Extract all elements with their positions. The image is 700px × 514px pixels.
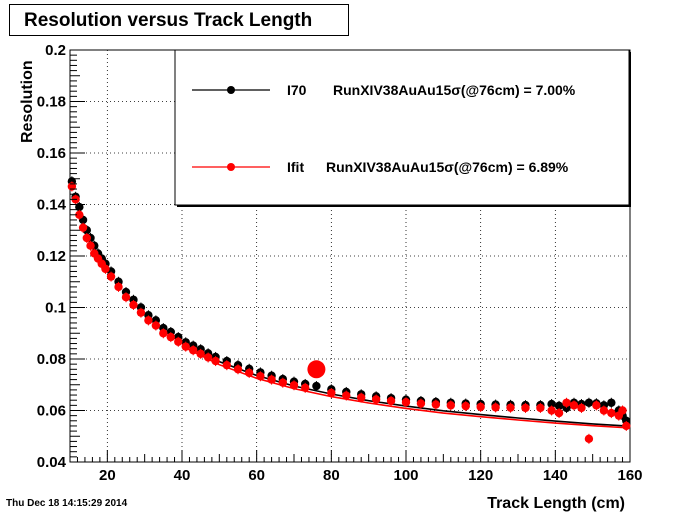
ifit-point bbox=[536, 403, 545, 413]
ifit-point bbox=[86, 241, 95, 250]
ifit-point bbox=[114, 282, 123, 292]
ifit-point bbox=[554, 408, 564, 418]
y-tick-label: 0.04 bbox=[37, 454, 67, 471]
ifit-point bbox=[222, 360, 231, 370]
ifit-point bbox=[416, 399, 426, 408]
x-tick-label: 140 bbox=[543, 467, 568, 484]
chart-title: Resolution versus Track Length bbox=[24, 10, 313, 31]
legend-box bbox=[174, 49, 630, 206]
i70-point bbox=[312, 381, 321, 391]
ifit-point bbox=[189, 346, 198, 355]
ifit-point bbox=[446, 401, 455, 410]
chart-title-box: Resolution versus Track Length bbox=[9, 4, 349, 36]
ifit-point bbox=[327, 388, 336, 398]
x-tick-label: 120 bbox=[468, 467, 493, 484]
fit-curve bbox=[181, 345, 631, 429]
legend-label-i70: I70 bbox=[287, 82, 307, 98]
y-tick-label: 0.1 bbox=[45, 300, 66, 317]
x-tick-label: 80 bbox=[323, 467, 340, 484]
y-tick-label: 0.18 bbox=[37, 94, 66, 111]
ifit-point bbox=[233, 365, 243, 374]
ifit-point bbox=[278, 378, 287, 387]
ifit-point bbox=[431, 400, 441, 409]
ifit-point bbox=[577, 403, 586, 413]
x-tick-label: 160 bbox=[617, 467, 642, 484]
y-tick-label: 0.16 bbox=[37, 145, 66, 162]
x-tick-label: 100 bbox=[393, 467, 418, 484]
ifit-point bbox=[521, 403, 530, 413]
ifit-point bbox=[82, 233, 92, 243]
ifit-point bbox=[267, 375, 276, 384]
ifit-point bbox=[386, 396, 396, 406]
ifit-point bbox=[592, 401, 601, 410]
y-tick-label: 0.08 bbox=[37, 351, 66, 368]
ifit-point bbox=[174, 337, 183, 346]
ifit-point bbox=[506, 403, 515, 412]
ifit-point bbox=[151, 321, 161, 330]
ifit-point bbox=[569, 401, 579, 410]
ifit-point bbox=[121, 293, 131, 302]
ifit-point bbox=[75, 210, 84, 219]
ifit-point bbox=[301, 383, 310, 393]
ifit-point bbox=[159, 329, 168, 338]
ifit-point bbox=[166, 332, 175, 342]
i70-point bbox=[547, 399, 556, 409]
ifit-point bbox=[622, 421, 631, 431]
x-tick-label: 40 bbox=[174, 467, 191, 484]
ifit-point bbox=[203, 353, 213, 362]
ifit-point bbox=[371, 395, 381, 404]
x-tick-label: 60 bbox=[248, 467, 265, 484]
ifit-point bbox=[476, 402, 485, 412]
i70-point bbox=[584, 398, 594, 407]
ifit-point bbox=[101, 264, 110, 274]
ifit-point bbox=[357, 393, 366, 402]
ifit-point bbox=[78, 223, 88, 232]
y-tick-label: 0.2 bbox=[45, 42, 66, 59]
highlight-point bbox=[307, 360, 326, 379]
ifit-point bbox=[136, 308, 146, 317]
ifit-point bbox=[547, 406, 556, 415]
ifit-point bbox=[256, 372, 265, 381]
ifit-point bbox=[211, 356, 220, 366]
x-tick-label: 20 bbox=[99, 467, 116, 484]
timestamp: Thu Dec 18 14:15:29 2014 bbox=[6, 498, 128, 509]
ifit-point bbox=[584, 434, 594, 444]
i70-point bbox=[554, 401, 564, 411]
x-axis-title: Track Length (cm) bbox=[487, 495, 625, 512]
ifit-point bbox=[599, 406, 609, 415]
ifit-point bbox=[461, 401, 470, 411]
ifit-point bbox=[181, 342, 190, 351]
y-tick-label: 0.12 bbox=[37, 248, 66, 265]
y-tick-label: 0.06 bbox=[37, 403, 66, 420]
ifit-point bbox=[607, 408, 616, 418]
axes: 20 40 60 80 100 120 140 160 0.04 0.06 0.08 0.1 0.12 0… bbox=[37, 42, 643, 484]
y-axis-title: Resolution bbox=[19, 60, 36, 143]
ifit-point bbox=[129, 300, 138, 310]
ifit-point bbox=[106, 272, 116, 281]
legend-sublabel-i70: RunXIV38AuAu15σ(@76cm) = 7.00% bbox=[333, 82, 576, 98]
legend-marker-ifit bbox=[227, 163, 235, 171]
ifit-point bbox=[401, 398, 411, 407]
ifit-point bbox=[562, 398, 571, 407]
ifit-point bbox=[144, 316, 153, 325]
legend-sublabel-ifit: RunXIV38AuAu15σ(@76cm) = 6.89% bbox=[326, 159, 569, 175]
ifit-point bbox=[289, 381, 299, 390]
legend: I70 RunXIV38AuAu15σ(@76cm) = 7.00% Ifit … bbox=[174, 49, 631, 207]
i70-point bbox=[607, 398, 616, 407]
legend-marker-i70 bbox=[227, 86, 235, 94]
ifit-point bbox=[245, 368, 254, 378]
legend-label-ifit: Ifit bbox=[287, 159, 304, 175]
ifit-point bbox=[342, 391, 351, 400]
ifit-point bbox=[618, 406, 627, 415]
ifit-point bbox=[196, 349, 205, 359]
ifit-point bbox=[491, 403, 500, 412]
y-tick-label: 0.14 bbox=[37, 197, 67, 214]
